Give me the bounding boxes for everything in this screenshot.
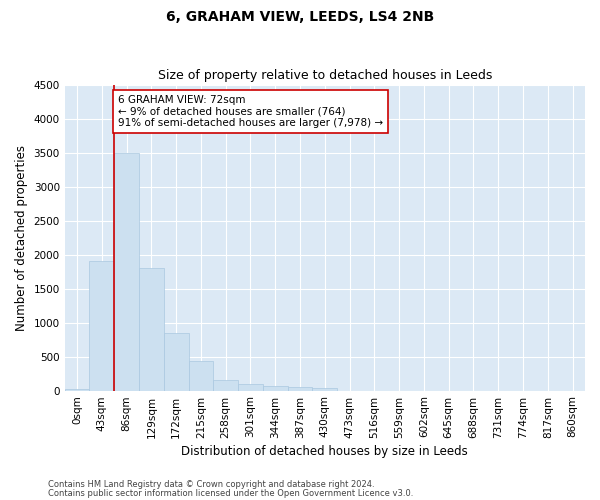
Y-axis label: Number of detached properties: Number of detached properties (15, 144, 28, 330)
Bar (65, 389, 89, 390)
Bar (89, 262, 114, 390)
Bar (263, 386, 287, 390)
Bar (313, 388, 337, 390)
Text: Contains public sector information licensed under the Open Government Licence v3: Contains public sector information licen… (48, 488, 413, 498)
Bar (214, 380, 238, 390)
Text: 6 GRAHAM VIEW: 72sqm
← 9% of detached houses are smaller (764)
91% of semi-detac: 6 GRAHAM VIEW: 72sqm ← 9% of detached ho… (118, 95, 383, 128)
Bar (188, 362, 214, 390)
Bar (114, 152, 139, 390)
Title: Size of property relative to detached houses in Leeds: Size of property relative to detached ho… (158, 69, 492, 82)
Text: Contains HM Land Registry data © Crown copyright and database right 2024.: Contains HM Land Registry data © Crown c… (48, 480, 374, 489)
Text: 6, GRAHAM VIEW, LEEDS, LS4 2NB: 6, GRAHAM VIEW, LEEDS, LS4 2NB (166, 10, 434, 24)
X-axis label: Distribution of detached houses by size in Leeds: Distribution of detached houses by size … (181, 444, 468, 458)
Bar (287, 387, 313, 390)
Bar (238, 384, 263, 390)
Bar (164, 333, 188, 390)
Bar (139, 268, 164, 390)
